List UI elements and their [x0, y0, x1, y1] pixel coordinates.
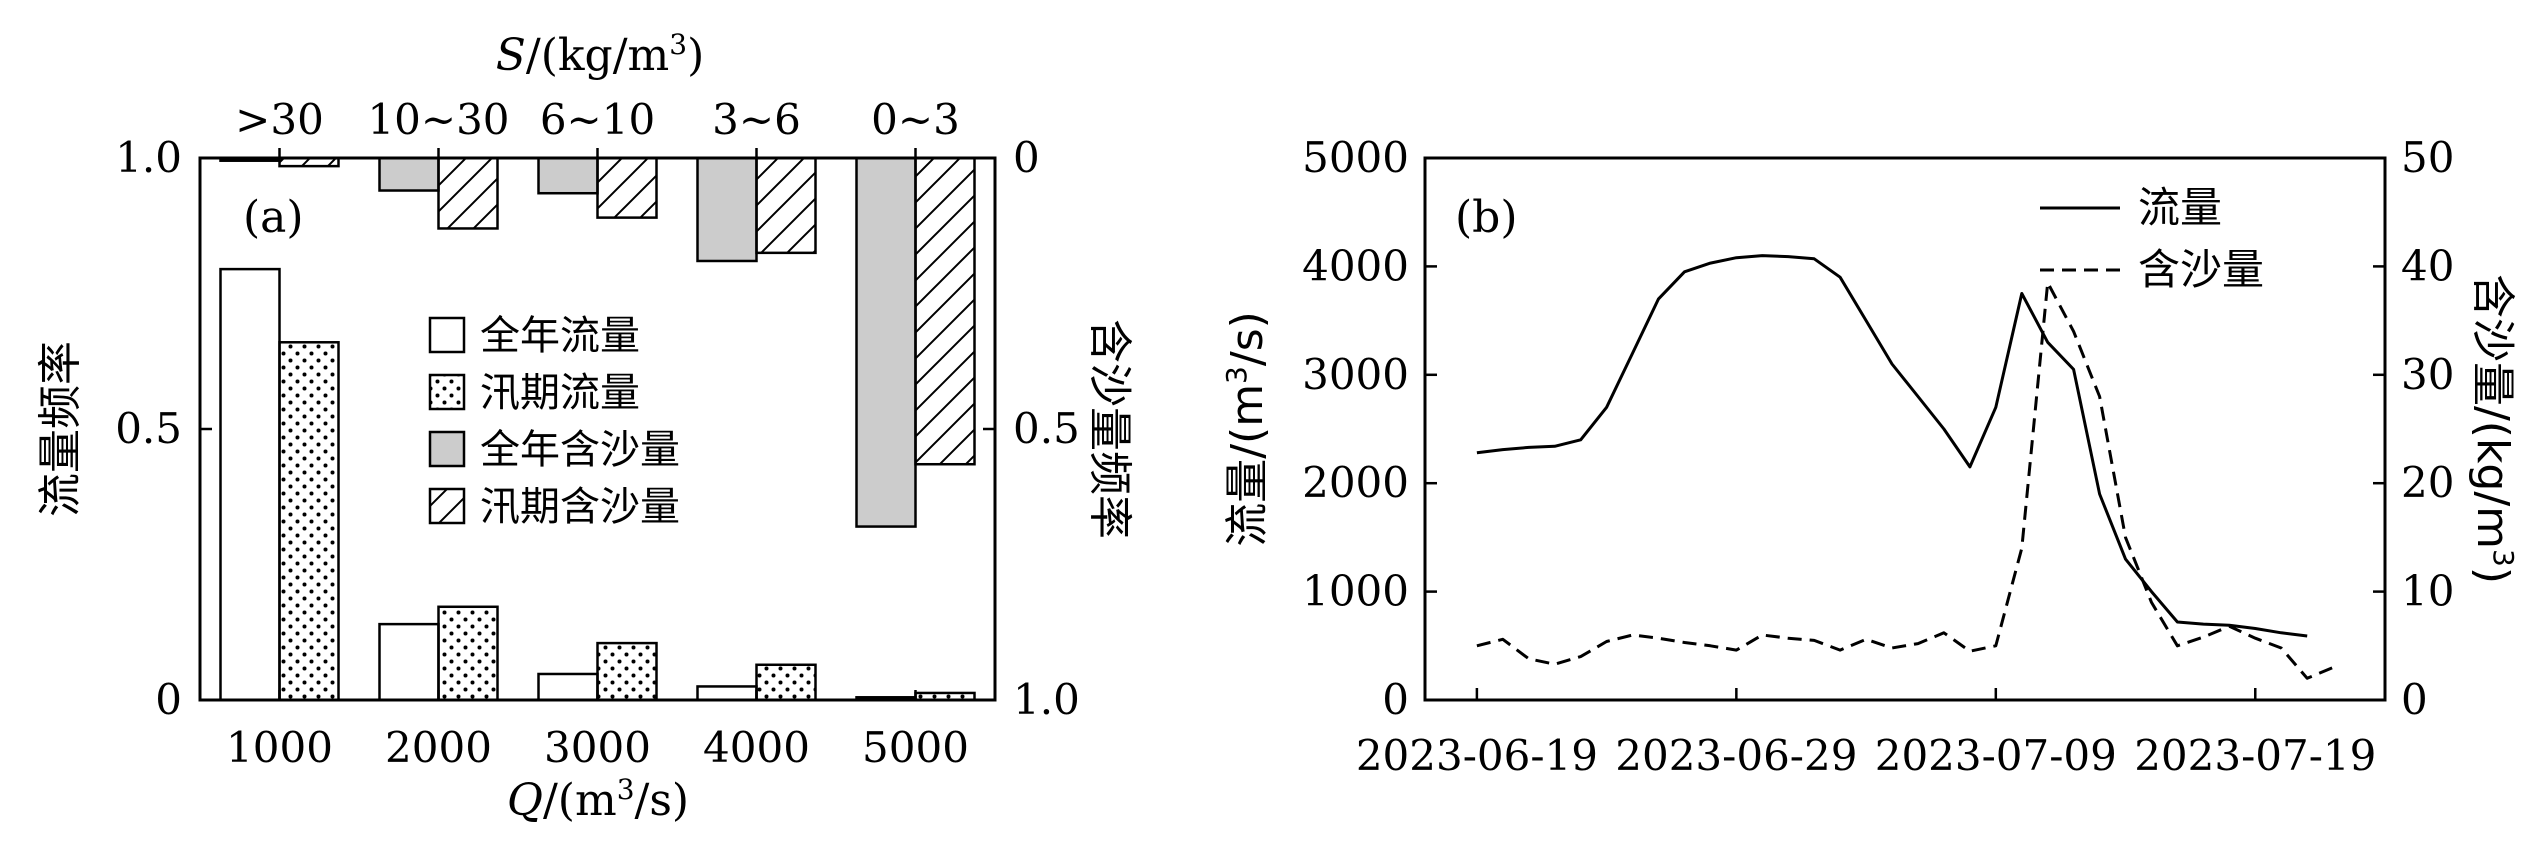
y-tick-label-right: 0 — [2401, 675, 2428, 724]
x-tick-label: 2023-06-19 — [1356, 731, 1598, 780]
bar-汛期含沙量-2000 — [437, 156, 499, 230]
series-line-含沙量 — [1476, 281, 2334, 680]
bar-汛期流量-1000 — [278, 341, 340, 702]
top-tick-labels: >30 10~30 6~10 3~6 0~3 — [235, 95, 960, 158]
legend-label: 汛期含沙量 — [480, 484, 680, 530]
legend-swatch — [428, 373, 466, 411]
top-tick-label: 10~30 — [367, 95, 509, 144]
bar-汛期含沙量-3000 — [596, 156, 658, 219]
x-axis-label: Q/(m3/s) — [507, 773, 689, 826]
x-tick-label: 3000 — [544, 723, 651, 772]
y-axis-label-left: 流量频率 — [35, 341, 86, 517]
legend-label: 汛期流量 — [480, 370, 640, 416]
legend-label: 全年含沙量 — [480, 427, 680, 473]
y-axis-label-right: 含沙量/(kg/m3) — [2467, 274, 2520, 584]
bar-全年含沙量-2000 — [378, 156, 440, 192]
y-tick-label-right: 10 — [2401, 567, 2454, 616]
y-tick-label-left: 5000 — [1302, 133, 1409, 182]
y-tick-label-right: 40 — [2401, 241, 2454, 290]
x-tick-label: 2023-07-09 — [1875, 731, 2117, 780]
lines — [1476, 254, 2334, 680]
bottom-axis-ticks: 2023-06-19 2023-06-29 2023-07-09 2023-07-19 — [1356, 688, 2376, 780]
y-tick-label-right: 0.5 — [1013, 404, 1080, 453]
left-axis-ticks: 0 0.5 1.0 — [115, 133, 212, 724]
left-axis-ticks: 0 1000 2000 3000 4000 5000 — [1302, 133, 1437, 724]
top-tick-label: 3~6 — [712, 95, 801, 144]
x-tick-label: 1000 — [226, 723, 333, 772]
y-tick-label-right: 30 — [2401, 350, 2454, 399]
panel-a: S/(kg/m3) >30 10~30 6~10 3~6 0~3 (a) 0 0.5 1.0… — [35, 28, 1135, 826]
y-tick-label-right: 20 — [2401, 458, 2454, 507]
y-tick-label-right: 50 — [2401, 133, 2454, 182]
x-tick-label: 2023-07-19 — [2134, 731, 2376, 780]
bar-全年流量-3000 — [537, 672, 599, 702]
legend-swatch — [428, 316, 466, 354]
legend-label: 流量 — [2138, 183, 2222, 232]
top-axis-label: S/(kg/m3) — [496, 28, 705, 81]
plot-frame-b — [1423, 156, 2387, 702]
bar-全年流量-1000 — [219, 267, 281, 702]
y-tick-label-left: 0 — [1382, 675, 1409, 724]
legend-label: 含沙量 — [2138, 245, 2264, 294]
bar-全年流量-2000 — [378, 622, 440, 702]
y-axis-label-right: 含沙量频率 — [1084, 319, 1135, 539]
y-tick-label-left: 0 — [155, 675, 182, 724]
bar-全年含沙量-5000 — [855, 156, 917, 528]
bottom-axis-ticks: 1000 2000 3000 4000 5000 — [226, 690, 969, 772]
x-tick-label: 4000 — [703, 723, 810, 772]
y-tick-label-left: 3000 — [1302, 350, 1409, 399]
legend-label: 全年流量 — [480, 313, 640, 359]
panel-label-b: (b) — [1455, 192, 1518, 243]
bar-全年流量-4000 — [696, 685, 758, 702]
top-tick-label: 0~3 — [871, 95, 960, 144]
x-tick-label: 5000 — [862, 723, 969, 772]
right-axis-ticks: 0 0.5 1.0 — [983, 133, 1080, 724]
top-tick-label: 6~10 — [540, 95, 655, 144]
y-tick-label-left: 4000 — [1302, 241, 1409, 290]
y-tick-label-left: 1.0 — [115, 133, 182, 182]
legend-swatch — [428, 430, 466, 468]
right-axis-ticks: 0 10 20 30 40 50 — [2373, 133, 2454, 724]
y-axis-label-left: 流量/(m3/s) — [1220, 311, 1273, 547]
series-line-流量 — [1476, 254, 2308, 638]
y-tick-label-left: 0.5 — [115, 404, 182, 453]
bar-汛期含沙量-5000 — [914, 156, 976, 466]
bar-汛期流量-3000 — [596, 641, 658, 702]
x-tick-label: 2000 — [385, 723, 492, 772]
y-tick-label-left: 1000 — [1302, 567, 1409, 616]
panel-label-a: (a) — [243, 192, 304, 243]
bar-全年含沙量-3000 — [537, 156, 599, 195]
bar-汛期流量-4000 — [755, 663, 817, 702]
y-tick-label-left: 2000 — [1302, 458, 1409, 507]
y-tick-label-right: 0 — [1013, 133, 1040, 182]
x-tick-label: 2023-06-29 — [1615, 731, 1857, 780]
y-tick-label-right: 1.0 — [1013, 675, 1080, 724]
top-tick-label: >30 — [235, 95, 324, 144]
bar-全年含沙量-4000 — [696, 156, 758, 263]
panel-b: (b) 0 1000 2000 3000 4000 5000 0 10 20 30 40 50 20… — [1220, 133, 2520, 780]
bar-汛期含沙量-4000 — [755, 156, 817, 255]
bar-汛期流量-2000 — [437, 605, 499, 702]
legend-swatch — [428, 487, 466, 525]
